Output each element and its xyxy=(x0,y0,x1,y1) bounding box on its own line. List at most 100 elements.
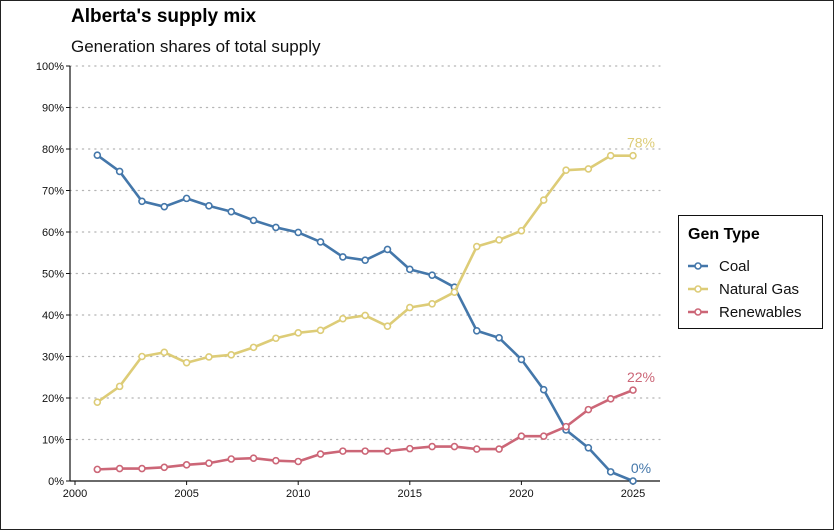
data-point-renewables xyxy=(272,456,280,465)
data-point-coal xyxy=(205,202,213,210)
legend-title: Gen Type xyxy=(688,226,760,243)
end-label-natural-gas: 78% xyxy=(627,135,655,151)
data-point-natural-gas xyxy=(606,151,615,160)
data-point-natural-gas xyxy=(182,358,191,367)
data-point-natural-gas xyxy=(316,326,325,335)
series-renewables xyxy=(93,386,637,474)
y-tick-label: 80% xyxy=(42,144,64,156)
axes: 0% 10% 20% 30% 40% 50% 60% 70% 80% 90% 100% 2000 200… xyxy=(36,61,660,500)
data-point-renewables xyxy=(405,444,414,453)
y-tick-label: 50% xyxy=(42,269,64,281)
data-point-renewables xyxy=(517,432,526,440)
data-point-renewables xyxy=(629,386,637,394)
data-point-renewables xyxy=(495,445,503,453)
data-point-natural-gas xyxy=(339,314,347,323)
y-tick-label: 30% xyxy=(42,352,64,364)
data-point-coal xyxy=(316,238,325,246)
chart-title: Alberta's supply mix xyxy=(71,6,257,27)
data-point-renewables xyxy=(539,432,548,440)
legend-item-natural-gas[interactable]: Natural Gas xyxy=(688,279,799,299)
data-point-natural-gas xyxy=(539,196,548,204)
data-point-renewables xyxy=(339,447,347,455)
data-point-natural-gas xyxy=(93,398,102,406)
data-point-coal xyxy=(160,202,169,211)
data-point-renewables xyxy=(93,465,102,474)
chart-subtitle: Generation shares of total supply xyxy=(71,37,321,56)
end-label-renewables: 22% xyxy=(627,369,655,385)
legend-key-coal-icon xyxy=(688,262,708,270)
data-point-coal xyxy=(272,223,280,232)
data-point-renewables xyxy=(562,422,570,431)
end-labels: 0% 78% 22% xyxy=(627,135,655,476)
data-point-natural-gas xyxy=(115,382,124,391)
data-point-natural-gas xyxy=(383,322,392,331)
x-tick-label: 2020 xyxy=(509,488,533,500)
data-point-coal xyxy=(472,326,481,335)
y-tick-label: 90% xyxy=(42,103,64,115)
y-tick-label: 40% xyxy=(42,310,64,322)
x-tick-label: 2015 xyxy=(398,488,422,500)
data-point-natural-gas xyxy=(138,352,146,361)
x-tick-label: 2000 xyxy=(63,488,87,500)
end-label-coal: 0% xyxy=(631,460,651,476)
data-point-natural-gas xyxy=(272,334,280,343)
data-point-renewables xyxy=(450,442,459,451)
data-point-renewables xyxy=(205,459,213,467)
data-point-coal xyxy=(584,443,593,452)
data-point-natural-gas xyxy=(517,226,526,235)
y-tick-label: 100% xyxy=(36,61,64,73)
data-point-renewables xyxy=(383,447,392,455)
data-point-coal xyxy=(294,228,303,237)
data-point-natural-gas xyxy=(405,303,414,312)
data-point-coal xyxy=(606,468,615,476)
data-point-natural-gas xyxy=(160,348,169,357)
series-line-renewables xyxy=(96,388,635,471)
data-point-coal xyxy=(93,151,102,160)
data-point-renewables xyxy=(294,457,303,466)
data-point-renewables xyxy=(472,445,481,453)
data-point-coal xyxy=(629,477,637,485)
data-point-natural-gas xyxy=(294,329,303,337)
data-point-natural-gas xyxy=(584,165,593,173)
data-point-natural-gas xyxy=(361,311,369,320)
x-tick-label: 2010 xyxy=(286,488,310,500)
data-point-coal xyxy=(249,216,258,225)
data-point-coal xyxy=(138,197,146,206)
legend: Gen Type Coal Natural Gas Renewables xyxy=(678,215,823,329)
data-point-coal xyxy=(428,271,436,279)
data-point-renewables xyxy=(428,442,436,451)
legend-label-renewables: Renewables xyxy=(719,303,802,321)
legend-item-coal[interactable]: Coal xyxy=(688,256,750,276)
legend-key-renewables-icon xyxy=(688,308,708,316)
data-point-renewables xyxy=(160,463,169,472)
data-point-natural-gas xyxy=(562,166,570,174)
data-point-renewables xyxy=(361,447,369,455)
y-tick-label: 10% xyxy=(42,435,64,447)
data-point-renewables xyxy=(115,464,124,473)
series-layer xyxy=(93,151,637,485)
y-tick-label: 0% xyxy=(48,476,64,488)
y-tick-label: 70% xyxy=(42,186,64,198)
data-point-coal xyxy=(383,245,392,254)
data-point-renewables xyxy=(606,395,615,403)
data-point-coal xyxy=(495,334,503,342)
legend-key-natural-gas-icon xyxy=(688,285,708,293)
data-point-coal xyxy=(182,194,191,203)
y-tick-label: 20% xyxy=(42,393,64,405)
data-point-coal xyxy=(517,355,526,364)
data-point-coal xyxy=(405,265,414,274)
series-natural-gas xyxy=(93,151,637,406)
data-point-natural-gas xyxy=(629,151,637,160)
data-point-natural-gas xyxy=(205,353,213,361)
y-tick-label: 60% xyxy=(42,227,64,239)
x-tick-label: 2005 xyxy=(174,488,198,500)
data-point-coal xyxy=(227,207,236,216)
data-point-natural-gas xyxy=(495,236,503,244)
data-point-renewables xyxy=(227,455,236,463)
data-point-renewables xyxy=(249,454,258,462)
legend-label-coal: Coal xyxy=(719,257,750,275)
legend-item-renewables[interactable]: Renewables xyxy=(688,302,802,322)
x-tick-label: 2025 xyxy=(621,488,645,500)
data-point-renewables xyxy=(316,450,325,458)
